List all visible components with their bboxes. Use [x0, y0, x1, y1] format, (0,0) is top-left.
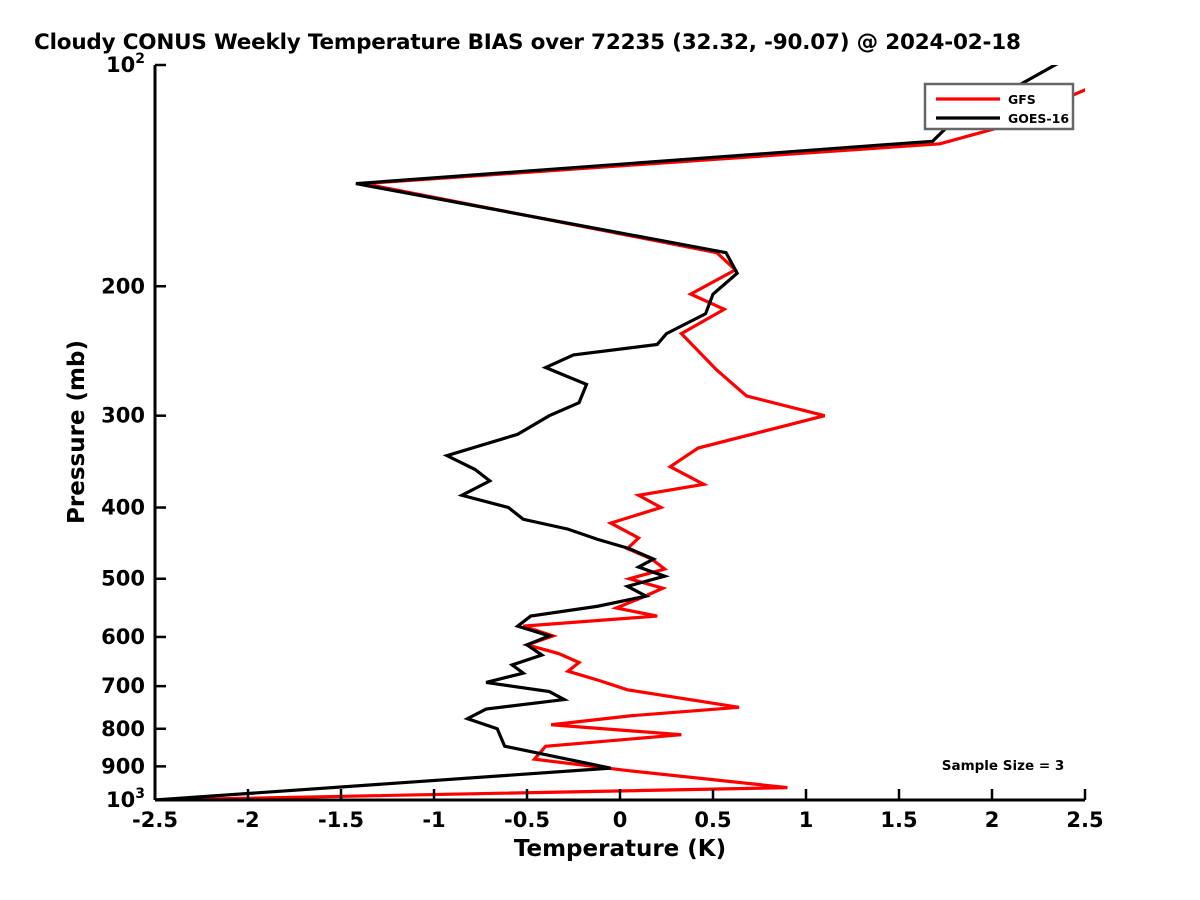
y-axis-ticks: [155, 63, 166, 802]
legend-label-gfs: GFS: [1008, 92, 1036, 107]
x-tick-label: 1: [799, 808, 814, 832]
x-tick-label: 2: [985, 808, 1000, 832]
legend[interactable]: GFS GOES-16: [923, 82, 1075, 131]
series-line-gfs: [155, 88, 1085, 800]
x-tick-label: 0: [613, 808, 628, 832]
legend-box: [923, 82, 1075, 131]
x-tick-label: -2.5: [132, 808, 178, 832]
y-tick-label: 600: [101, 625, 145, 649]
y-tick-label: 300: [101, 404, 145, 428]
legend-items: GFS GOES-16: [936, 92, 1069, 126]
legend-label-goes-16: GOES-16: [1008, 111, 1069, 126]
x-tick-label: -0.5: [504, 808, 550, 832]
y-axis-tick-labels: 102 200 300 400 500 600 700 800 900 103: [101, 51, 145, 812]
y-tick-label: 700: [101, 674, 145, 698]
x-axis-tick-labels: -2.5 -2 -1.5 -1 -0.5 0 0.5 1 1.5 2 2.5: [132, 808, 1104, 832]
series-line-goes-16: [155, 65, 1059, 800]
x-axis-title: Temperature (K): [514, 836, 726, 862]
y-tick-label: 102: [106, 51, 145, 77]
y-tick-label: 200: [101, 274, 145, 298]
x-tick-label: 2.5: [1066, 808, 1103, 832]
x-tick-label: 1.5: [880, 808, 917, 832]
x-axis-ticks: [153, 789, 1087, 800]
data-series-layer: [155, 65, 1085, 800]
y-tick-label: 103: [106, 786, 145, 812]
x-tick-label: -1.5: [318, 808, 364, 832]
y-tick-label: 900: [101, 754, 145, 778]
y-tick-label: 500: [101, 567, 145, 591]
x-tick-label: -1: [422, 808, 445, 832]
y-axis-title: Pressure (mb): [64, 340, 90, 524]
page-title: Cloudy CONUS Weekly Temperature BIAS ove…: [34, 30, 1021, 55]
y-tick-label: 400: [101, 496, 145, 520]
y-tick-label: 800: [101, 717, 145, 741]
sample-size-annotation: Sample Size = 3: [942, 758, 1065, 774]
plot-area-background: [155, 65, 1085, 800]
x-tick-label: -2: [236, 808, 259, 832]
x-tick-label: 0.5: [694, 808, 731, 832]
